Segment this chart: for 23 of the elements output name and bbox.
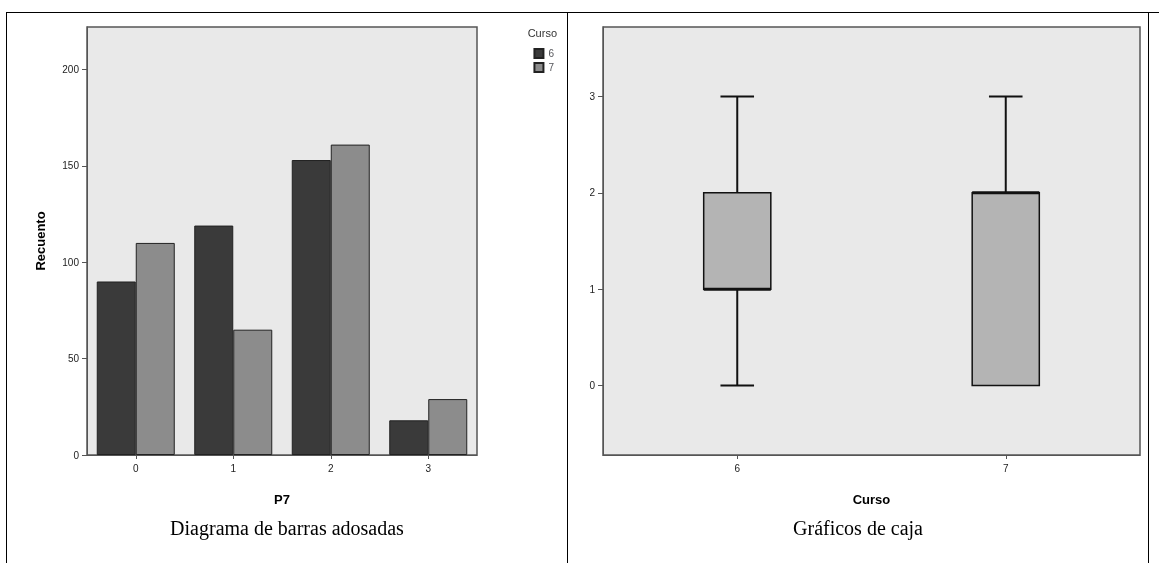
y-tick-label: 1 (589, 283, 596, 295)
text: Diagrama de barras adosadas (170, 517, 405, 540)
x-tick-label: 7 (1002, 462, 1009, 474)
y-axis-title: Recuento (33, 211, 48, 271)
x-axis-title: Curso (852, 492, 891, 507)
x-tick-label: 3 (425, 462, 432, 474)
y-tick-label: 200 (62, 63, 80, 75)
legend-label: 7 (548, 62, 555, 73)
y-tick-label: 150 (62, 160, 80, 172)
x-tick-label: 2 (327, 462, 334, 474)
legend-label: 6 (548, 48, 555, 59)
x-tick-label: 0 (132, 462, 139, 474)
y-tick-label: 50 (67, 353, 80, 365)
x-axis-title: P7 (274, 492, 290, 507)
x-tick-label: 1 (230, 462, 237, 474)
legend-title: Curso (527, 26, 557, 39)
text: Gráficos de caja (793, 517, 924, 540)
x-tick-label: 6 (734, 462, 741, 474)
y-tick-label: 2 (589, 187, 596, 199)
y-tick-label: 100 (62, 256, 80, 268)
y-tick-label: 3 (589, 90, 596, 102)
y-tick-label: 0 (73, 449, 80, 461)
y-tick-label: 0 (589, 380, 596, 392)
